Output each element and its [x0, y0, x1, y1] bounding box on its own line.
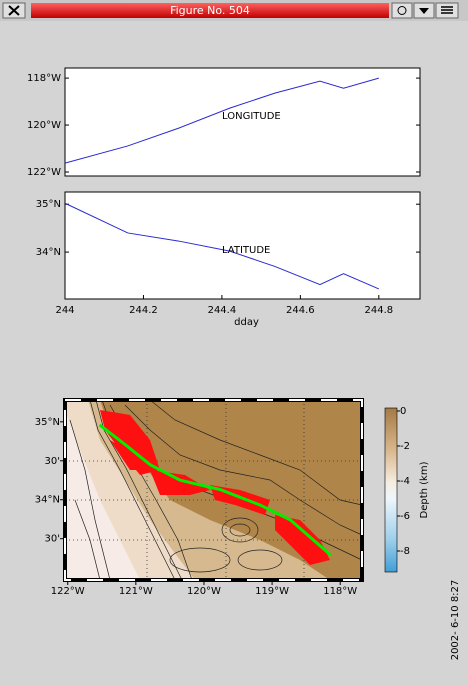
colorbar-tick-label: -2 — [400, 441, 410, 452]
y-tick-label: 34°N — [35, 495, 60, 506]
line-series — [64, 202, 380, 290]
x-tick-label: 121°W — [119, 586, 153, 597]
close-icon — [8, 5, 20, 16]
x-tick-label: 120°W — [187, 586, 221, 597]
colorbar-tick-label: -6 — [400, 511, 410, 522]
y-tick-label: 118°W — [27, 73, 61, 84]
y-tick-label: 34°N — [36, 247, 61, 258]
maximize-icon — [419, 8, 429, 14]
annotation: LONGITUDE — [222, 111, 281, 122]
y-tick-label: 30' — [45, 534, 60, 545]
colorbar-label: Depth (km) — [419, 461, 430, 518]
line-series — [64, 77, 379, 164]
x-tick-label: 118°W — [323, 586, 357, 597]
minimize-icon — [397, 6, 407, 15]
x-tick-label: 119°W — [255, 586, 289, 597]
colorbar — [384, 407, 398, 573]
plot-area — [64, 67, 421, 177]
title-strip — [31, 3, 389, 18]
y-tick-label: 120°W — [27, 120, 61, 131]
colorbar-tick-label: -4 — [400, 476, 410, 487]
y-tick-label: 35°N — [36, 199, 61, 210]
map-frame-ticks — [64, 399, 363, 581]
colorbar-tick-label: -8 — [400, 546, 410, 557]
x-tick-label: 244.6 — [286, 305, 315, 316]
map-background — [65, 399, 363, 581]
y-tick-label: 35°N — [35, 417, 60, 428]
minimize-button[interactable] — [391, 2, 413, 19]
y-tick-label: 122°W — [27, 167, 61, 178]
colorbar-tick-label: 0 — [400, 406, 406, 417]
y-tick-label: 30' — [45, 456, 60, 467]
timestamp: 2002- 6-10 8:27 — [450, 580, 461, 661]
x-tick-label: 244.8 — [364, 305, 393, 316]
x-tick-label: 244.4 — [208, 305, 237, 316]
menu-icon — [441, 6, 453, 14]
window-title: Figure No. 504 — [170, 4, 250, 17]
annotation: LATITUDE — [222, 245, 270, 256]
x-tick-label: 122°W — [51, 586, 85, 597]
x-axis-label: dday — [234, 317, 259, 328]
x-tick-label: 244 — [55, 305, 74, 316]
x-tick-label: 244.2 — [129, 305, 158, 316]
ship-track — [98, 423, 332, 557]
